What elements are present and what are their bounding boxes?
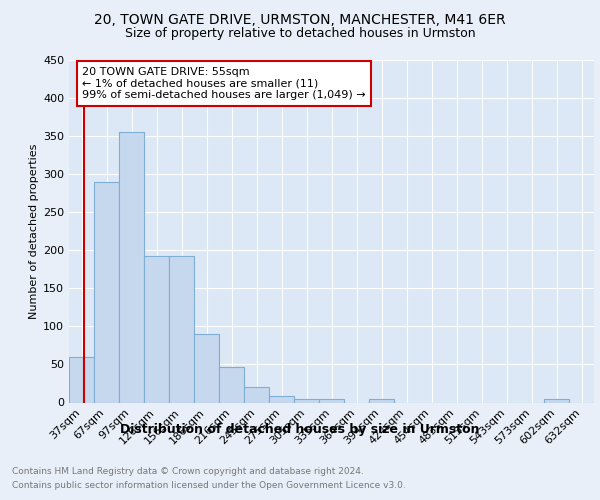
Bar <box>169 256 194 402</box>
Bar <box>194 334 219 402</box>
Bar <box>269 396 294 402</box>
Bar <box>144 256 169 402</box>
Text: Size of property relative to detached houses in Urmston: Size of property relative to detached ho… <box>125 28 475 40</box>
Text: Contains HM Land Registry data © Crown copyright and database right 2024.: Contains HM Land Registry data © Crown c… <box>12 468 364 476</box>
Bar <box>294 398 319 402</box>
Text: Contains public sector information licensed under the Open Government Licence v3: Contains public sector information licen… <box>12 481 406 490</box>
Bar <box>94 182 119 402</box>
Bar <box>369 398 394 402</box>
Bar <box>319 398 344 402</box>
Bar <box>544 398 569 402</box>
Bar <box>219 368 244 402</box>
Y-axis label: Number of detached properties: Number of detached properties <box>29 144 39 319</box>
Bar <box>244 386 269 402</box>
Bar <box>119 132 144 402</box>
Text: Distribution of detached houses by size in Urmston: Distribution of detached houses by size … <box>120 422 480 436</box>
Text: 20 TOWN GATE DRIVE: 55sqm
← 1% of detached houses are smaller (11)
99% of semi-d: 20 TOWN GATE DRIVE: 55sqm ← 1% of detach… <box>82 67 366 100</box>
Bar <box>69 357 94 403</box>
Text: 20, TOWN GATE DRIVE, URMSTON, MANCHESTER, M41 6ER: 20, TOWN GATE DRIVE, URMSTON, MANCHESTER… <box>94 12 506 26</box>
